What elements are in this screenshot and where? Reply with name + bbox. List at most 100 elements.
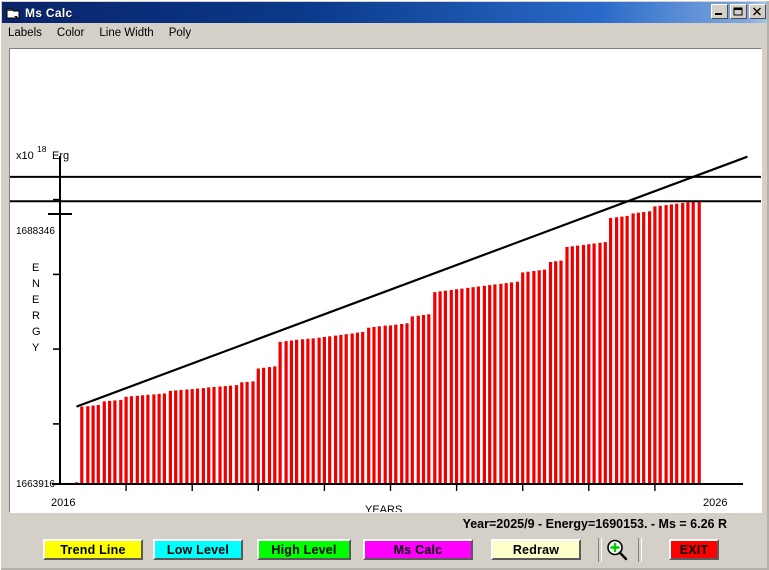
bar [509, 282, 514, 484]
bar [383, 325, 387, 484]
bar [416, 315, 420, 484]
bar [532, 271, 536, 484]
bar [86, 406, 90, 484]
x-axis-title: YEARS [365, 504, 402, 512]
title-bar[interactable]: Ms Calc [2, 2, 769, 23]
button-bar: Trend Line Low Level High Level Ms Calc … [1, 537, 769, 570]
zoom-in-icon [605, 538, 629, 562]
bar [493, 284, 497, 484]
bar [339, 334, 343, 484]
bar [570, 246, 574, 484]
bar [108, 400, 112, 484]
bar [648, 211, 652, 485]
bar [256, 368, 260, 484]
high-level-button[interactable]: High Level [257, 539, 351, 560]
bar [251, 381, 255, 484]
bar [190, 389, 194, 484]
bar [642, 212, 646, 484]
bar [598, 242, 602, 484]
bar [443, 290, 447, 484]
bar [350, 333, 354, 484]
bar [245, 381, 249, 484]
app-folder-icon [5, 5, 21, 21]
bar [317, 337, 321, 484]
y-unit-exponent: 18 [37, 144, 47, 154]
bar [306, 338, 310, 484]
bar [433, 292, 437, 484]
bar [284, 341, 288, 484]
bar [631, 213, 635, 484]
close-icon[interactable] [749, 4, 766, 19]
bar [152, 394, 156, 484]
bar [267, 367, 272, 484]
bar [658, 205, 662, 485]
bar [427, 314, 431, 484]
y-axis-title-letter: G [32, 326, 41, 338]
menu-item-poly[interactable]: Poly [168, 27, 192, 39]
bar [146, 394, 150, 484]
y-tick-label-high: 1688346 [16, 226, 55, 237]
bar [96, 405, 100, 484]
status-text: Year=2025/9 - Energy=1690153. - Ms = 6.2… [462, 517, 727, 531]
bar [405, 323, 409, 484]
bar [388, 325, 393, 484]
menu-item-labels[interactable]: Labels [8, 27, 42, 39]
bar [537, 270, 541, 484]
bar [311, 338, 315, 484]
bar [460, 288, 464, 484]
trend-line-path [76, 155, 748, 408]
bar [91, 405, 95, 484]
chart-panel[interactable]: x10 18 Erg 1688346 1663916 2016 2026 YEARS E N E R G… [9, 48, 762, 513]
bar [289, 340, 293, 484]
menu-item-line-width[interactable]: Line Width [99, 27, 154, 39]
bar [669, 204, 673, 484]
bar [581, 244, 586, 484]
bar [515, 281, 519, 484]
bar [361, 331, 365, 484]
bar [394, 324, 398, 484]
bar [576, 245, 580, 484]
window-right-edge [767, 1, 769, 570]
bar [400, 324, 404, 484]
y-axis-title-letter: E [32, 294, 39, 306]
bar [119, 399, 123, 484]
bar [124, 396, 128, 484]
bar [609, 218, 613, 484]
maximize-icon[interactable] [730, 4, 747, 19]
bar [587, 244, 591, 484]
bar [179, 390, 183, 484]
bar [168, 390, 172, 484]
bar [102, 401, 106, 484]
bar [228, 385, 233, 484]
bar [223, 386, 227, 484]
bar [625, 215, 629, 484]
low-level-button[interactable]: Low Level [153, 539, 243, 560]
bar [691, 201, 695, 484]
bar [195, 388, 200, 484]
bar [174, 390, 178, 484]
bar [212, 387, 216, 484]
chart-axes [48, 156, 743, 491]
bar [262, 367, 266, 484]
bar [455, 289, 459, 484]
bar [554, 261, 558, 484]
bar [113, 400, 117, 484]
menu-item-color[interactable]: Color [56, 27, 85, 39]
bar [504, 283, 508, 484]
bar [218, 386, 222, 484]
minimize-icon[interactable] [711, 4, 728, 19]
ms-calc-button[interactable]: Ms Calc [363, 539, 473, 560]
bar [697, 201, 701, 485]
bar [476, 286, 480, 484]
x-tick-label-end: 2026 [703, 497, 727, 509]
bar [466, 287, 470, 484]
zoom-in-button[interactable] [603, 537, 631, 563]
bar-series [58, 201, 701, 485]
exit-button[interactable]: EXIT [669, 539, 719, 560]
bar [162, 393, 166, 484]
bar [295, 339, 299, 484]
trend-line-button[interactable]: Trend Line [43, 539, 143, 560]
menu-bar: Labels Color Line Width Poly [2, 24, 769, 42]
redraw-button[interactable]: Redraw [491, 539, 581, 560]
toolbar-separator-right [638, 538, 642, 562]
